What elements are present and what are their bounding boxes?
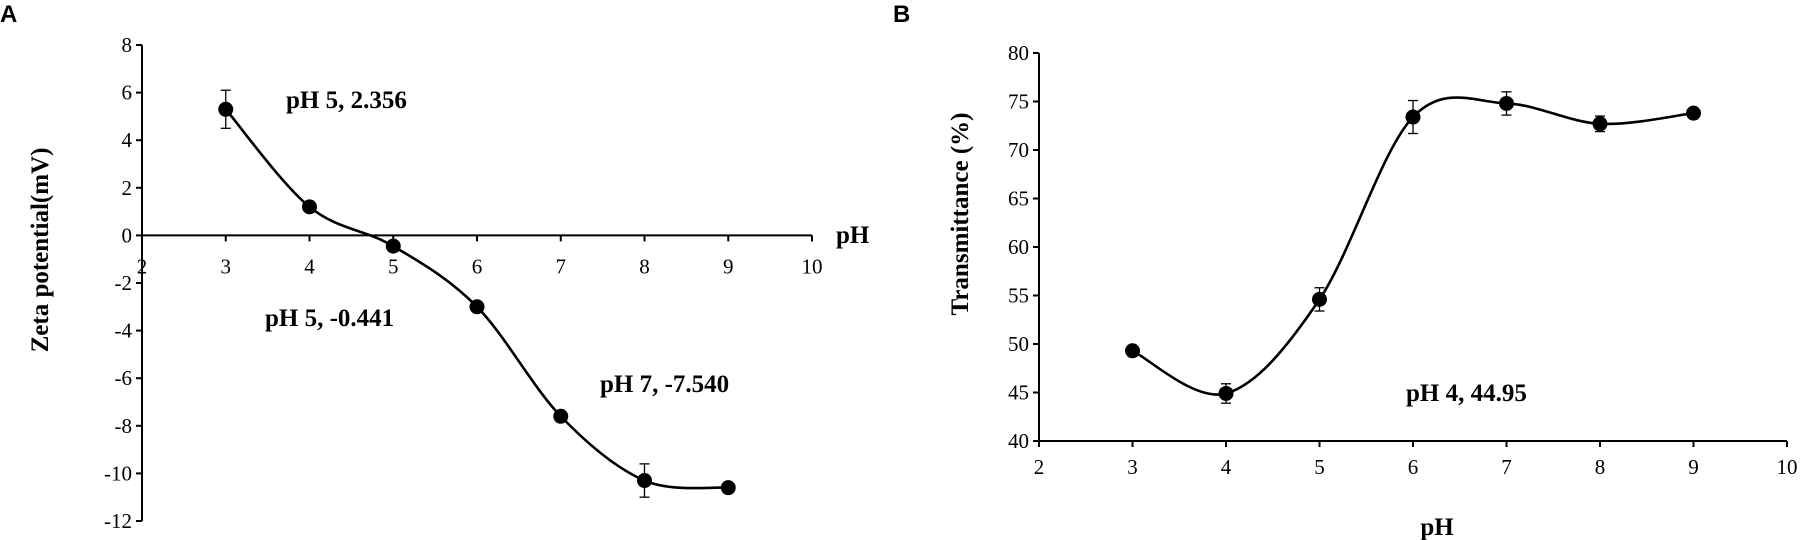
x-tick-label: 6 [472,254,483,278]
x-axis-title-a: pH [836,222,870,249]
x-tick-label: 9 [1688,455,1699,479]
data-point [1218,385,1234,401]
data-point [1125,343,1140,359]
data-point [385,238,401,254]
y-tick-label: -6 [115,366,133,390]
x-axis-title-b: pH [1420,514,1454,540]
y-tick-label: 4 [122,128,133,152]
x-tick-label: 5 [388,254,399,278]
series-line [224,108,729,490]
x-tick-label: 7 [556,254,567,278]
x-tick-label: 10 [1777,455,1798,479]
y-tick-label: 50 [1008,332,1029,356]
y-tick-label: 45 [1008,381,1029,405]
x-tick-label: 5 [1314,455,1325,479]
y-tick-label: 40 [1008,429,1029,453]
x-tick-label: 6 [1408,455,1419,479]
annotation-a-2: pH 5, -0.441 [265,305,394,332]
data-point [720,480,736,496]
y-tick-label: -4 [115,319,133,343]
x-tick-label: 9 [723,254,734,278]
y-tick-label: 6 [122,81,133,105]
data-point [1499,95,1514,111]
panel-letter-a: A [0,1,17,28]
annotation-a-1: pH 5, 2.356 [286,87,407,114]
x-tick-label: 3 [1127,455,1138,479]
y-tick-label: 75 [1008,90,1029,114]
series-line [1131,96,1694,396]
y-tick-label: 70 [1008,138,1029,162]
data-point [637,473,652,489]
data-point [1405,109,1421,125]
y-tick-label: 8 [122,33,133,57]
data-point [1686,105,1701,121]
x-tick-label: 2 [1034,455,1045,479]
panel-letter-b: B [893,1,910,28]
x-tick-label: 2 [137,254,148,278]
annotation-a-3: pH 7, -7.540 [600,371,729,398]
data-point [469,299,485,315]
y-tick-label: 2 [122,176,133,200]
y-tick-label: 80 [1008,41,1029,65]
data-point [218,101,234,117]
y-tick-label: -8 [115,414,133,438]
y-tick-label: 65 [1008,187,1029,211]
x-tick-label: 8 [639,254,650,278]
x-tick-label: 4 [1221,455,1232,479]
data-point [1592,116,1608,132]
y-tick-label: 0 [122,223,133,247]
x-tick-label: 7 [1501,455,1512,479]
x-tick-label: 4 [304,254,315,278]
y-tick-label: 60 [1008,235,1029,259]
x-tick-label: 10 [802,254,823,278]
data-point [553,408,569,424]
y-axis-title-a: Zeta potential(mV) [27,148,54,353]
y-tick-label: -10 [104,461,132,485]
annotation-b-1: pH 4, 44.95 [1406,380,1527,407]
y-tick-label: -12 [104,509,132,533]
x-tick-label: 3 [221,254,232,278]
y-axis-title-b: Transmittance (%) [947,113,974,316]
data-point [1312,291,1327,307]
x-tick-label: 8 [1595,455,1606,479]
y-tick-label: 55 [1008,284,1029,308]
data-point [302,199,317,215]
y-tick-label: -2 [115,271,133,295]
